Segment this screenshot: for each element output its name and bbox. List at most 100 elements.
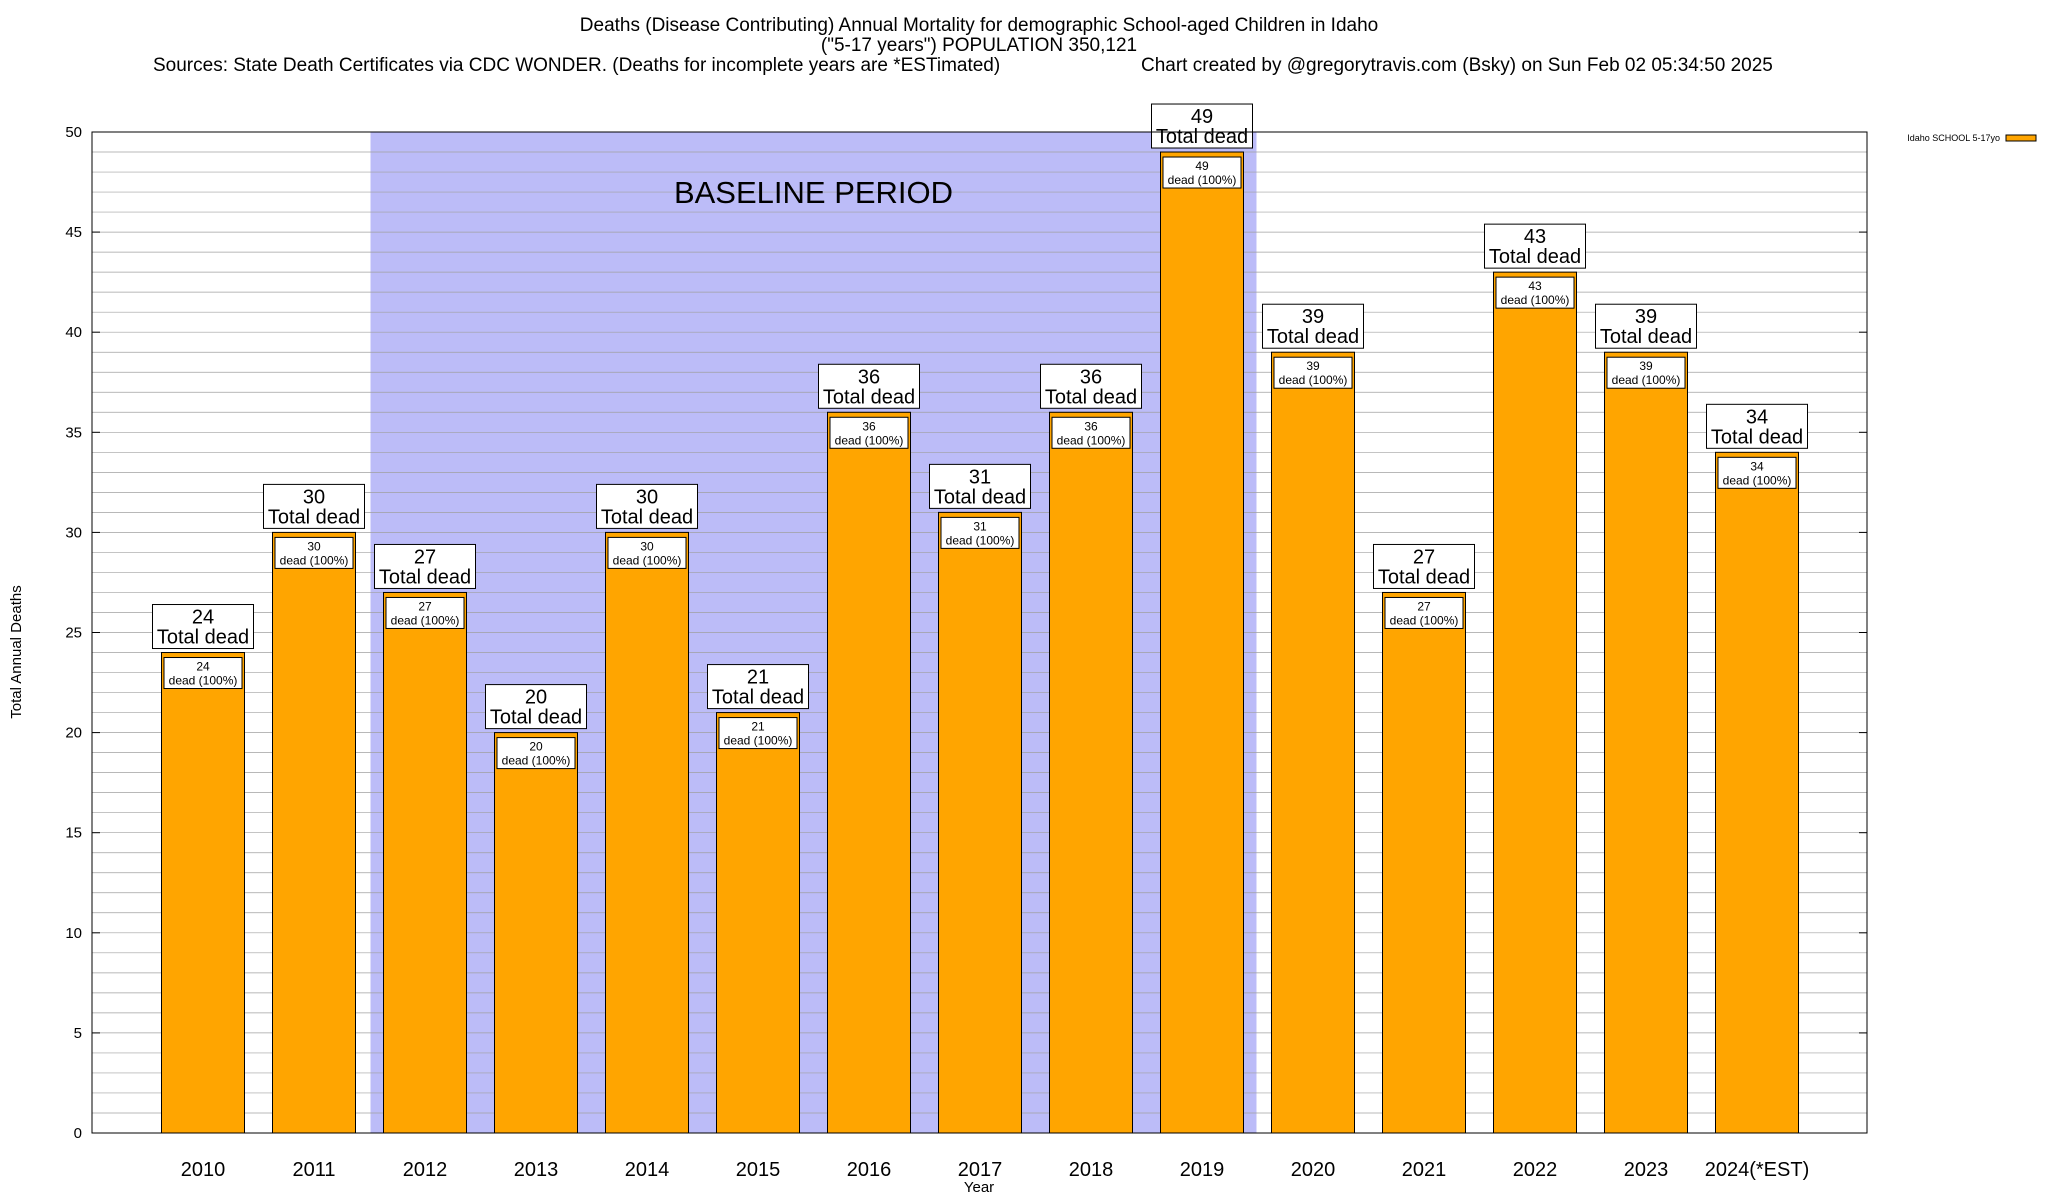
bar-total-value-label: 30	[303, 486, 325, 508]
bar-total-label-box	[707, 664, 809, 710]
bar-total-label-box	[1040, 363, 1142, 409]
bar-total-label-box	[596, 483, 698, 529]
bar-total-value-label: 31	[969, 466, 991, 488]
bar	[1271, 351, 1355, 1134]
bar-inner-value-label: 49	[1195, 159, 1209, 173]
y-tick-label: 15	[65, 825, 82, 842]
bar-total-text-label: Total dead	[1156, 126, 1248, 148]
chart-title: Deaths (Disease Contributing) Annual Mor…	[580, 15, 1378, 36]
x-tick-label: 2024(*EST)	[1705, 1159, 1810, 1181]
bar-inner-label-box	[1051, 416, 1131, 449]
chart-header: Deaths (Disease Contributing) Annual Mor…	[153, 15, 1773, 76]
bar-total-value-label: 27	[1413, 546, 1435, 568]
y-tick-label: 10	[65, 925, 82, 942]
y-tick-label: 30	[65, 524, 82, 541]
legend-label: Idaho SCHOOL 5-17yo	[1907, 133, 2000, 143]
bar-inner-percent-label: dead (100%)	[724, 734, 793, 748]
bar-total-label-box	[1595, 303, 1697, 349]
bar-inner-label-box	[163, 657, 243, 690]
bar-inner-percent-label: dead (100%)	[613, 553, 682, 567]
bar-inner-label-box	[940, 516, 1020, 549]
bar-inner-label-box	[718, 717, 798, 750]
bar-total-value-label: 36	[858, 366, 880, 388]
bar-inner-percent-label: dead (100%)	[280, 553, 349, 567]
x-tick-label: 2018	[1069, 1159, 1114, 1181]
bar-total-text-label: Total dead	[1267, 326, 1359, 348]
bar	[1049, 411, 1133, 1134]
x-tick-label: 2014	[625, 1159, 670, 1181]
bar-total-text-label: Total dead	[712, 687, 804, 709]
bar	[1160, 151, 1244, 1134]
y-axis-label: Total Annual Deaths	[8, 585, 25, 718]
bar-total-text-label: Total dead	[1711, 426, 1803, 448]
bar-total-value-label: 24	[192, 607, 214, 629]
bar-total-label-box	[1706, 403, 1808, 449]
bar-total-value-label: 27	[414, 546, 436, 568]
bar-total-label-box	[152, 604, 254, 650]
x-axis-label: Year	[964, 1179, 994, 1196]
legend-swatch	[2005, 134, 2037, 142]
bar-total-label-box	[485, 684, 587, 730]
bar	[161, 652, 245, 1134]
bar-inner-percent-label: dead (100%)	[1390, 613, 1459, 627]
bar-total-text-label: Total dead	[1600, 326, 1692, 348]
bar-inner-percent-label: dead (100%)	[391, 613, 460, 627]
bar-total-value-label: 49	[1191, 106, 1213, 128]
y-tick-label: 50	[65, 124, 82, 141]
bar	[1715, 451, 1799, 1134]
axes-layer: 2010 2011 2012 2013 2014 2015 2016 2017 2018 2019…	[65, 124, 1868, 1181]
bar	[1493, 271, 1577, 1134]
bar-inner-percent-label: dead (100%)	[946, 533, 1015, 547]
x-tick-label: 2012	[403, 1159, 448, 1181]
bar-total-value-label: 30	[636, 486, 658, 508]
bar-total-value-label: 36	[1080, 366, 1102, 388]
chart-credit: Chart created by @gregorytravis.com (Bsk…	[1141, 55, 1773, 76]
legend: Idaho SCHOOL 5-17yo	[1907, 133, 2037, 143]
bar	[827, 411, 911, 1134]
y-tick-label: 5	[74, 1025, 82, 1042]
bar-total-text-label: Total dead	[823, 386, 915, 408]
bar-inner-percent-label: dead (100%)	[1168, 173, 1237, 187]
bar-total-value-label: 39	[1635, 306, 1657, 328]
bar-total-text-label: Total dead	[379, 566, 471, 588]
bar-inner-percent-label: dead (100%)	[502, 754, 571, 768]
bar	[383, 591, 467, 1134]
y-tick-label: 35	[65, 424, 82, 441]
bar-inner-percent-label: dead (100%)	[1057, 433, 1126, 447]
bar-inner-label-box	[1162, 156, 1242, 189]
x-tick-label: 2017	[958, 1159, 1003, 1181]
bar-inner-percent-label: dead (100%)	[1723, 473, 1792, 487]
bar-total-text-label: Total dead	[490, 707, 582, 729]
x-tick-label: 2013	[514, 1159, 559, 1181]
bar-total-text-label: Total dead	[1378, 566, 1470, 588]
bar-total-value-label: 39	[1302, 306, 1324, 328]
bar-total-text-label: Total dead	[268, 506, 360, 528]
bar	[938, 511, 1022, 1134]
bar	[1382, 591, 1466, 1134]
baseline-period-label: BASELINE PERIOD	[674, 175, 953, 210]
y-tick-label: 45	[65, 224, 82, 241]
bar-inner-value-label: 39	[1306, 359, 1320, 373]
y-tick-label: 20	[65, 725, 82, 742]
bar-total-text-label: Total dead	[934, 486, 1026, 508]
bar	[716, 712, 800, 1134]
bar	[272, 531, 356, 1134]
bar-total-value-label: 43	[1524, 226, 1546, 248]
bar-inner-label-box	[385, 596, 465, 629]
x-tick-label: 2019	[1180, 1159, 1225, 1181]
x-tick-label: 2011	[292, 1159, 335, 1181]
bar-inner-value-label: 43	[1528, 279, 1542, 293]
chart-subtitle: ("5-17 years") POPULATION 350,121	[821, 35, 1137, 56]
bar-total-value-label: 21	[747, 667, 769, 689]
bar-total-label-box	[1373, 543, 1475, 589]
bar-total-text-label: Total dead	[1489, 246, 1581, 268]
bar-total-label-box	[818, 363, 920, 409]
bar-inner-value-label: 21	[751, 720, 765, 734]
x-tick-label: 2016	[847, 1159, 892, 1181]
bar-inner-percent-label: dead (100%)	[169, 674, 238, 688]
bar-inner-label-box	[496, 737, 576, 770]
bar-inner-label-box	[1273, 356, 1353, 389]
bar-total-label-box	[929, 463, 1031, 509]
bar-inner-value-label: 36	[862, 419, 876, 433]
